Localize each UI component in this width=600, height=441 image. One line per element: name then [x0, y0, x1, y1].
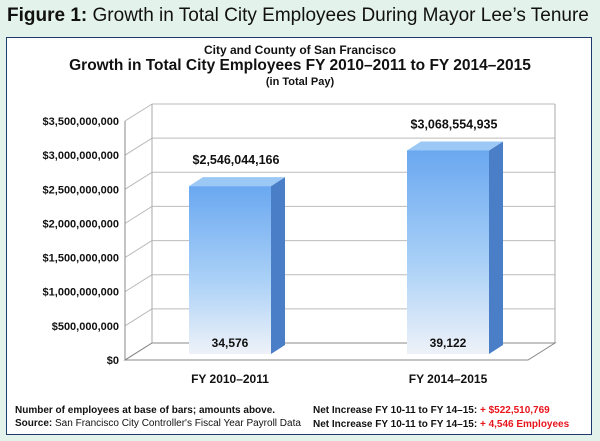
note-increase-pay: Net Increase FY 10-11 to FY 14–15: + $52…: [313, 405, 550, 416]
chart-title: Growth in Total City Employees FY 2010–2…: [69, 57, 531, 74]
figure-label: Figure 1:: [7, 5, 88, 26]
gridline-depth: [124, 103, 153, 122]
gridline-depth: [124, 171, 153, 190]
y-tick-label: $0: [107, 355, 119, 367]
y-tick-label: $3,500,000,000: [43, 116, 119, 128]
gridline-depth: [124, 308, 153, 327]
increase-employees-value: + 4,546 Employees: [479, 419, 570, 430]
x-tick-label: FY 2014–2015: [409, 372, 488, 386]
source-text: San Francisco City Controller's Fiscal Y…: [55, 418, 301, 429]
bar-value-label: $2,546,044,166: [193, 153, 280, 167]
gridline-depth: [124, 274, 153, 293]
bar-top: [189, 177, 285, 187]
bar: [189, 186, 271, 355]
chart-floor: [123, 342, 557, 361]
bar: [407, 150, 489, 355]
x-tick-label: FY 2010–2011: [191, 372, 269, 386]
y-tick-label: $2,500,000,000: [43, 184, 119, 196]
figure-title-text: Growth in Total City Employees During Ma…: [92, 5, 589, 26]
gridline-depth: [124, 206, 153, 224]
bar-employee-count: 34,576: [212, 336, 249, 350]
increase-employees-label: Net Increase FY 10-11 to FY 14–15:: [313, 419, 478, 430]
figure-title: Figure 1: Growth in Total City Employees…: [7, 5, 589, 27]
y-tick-label: $2,000,000,000: [43, 218, 119, 230]
y-tick-label: $3,000,000,000: [43, 150, 119, 162]
gridline-depth: [124, 137, 153, 156]
bar-employee-count: 39,122: [430, 336, 467, 350]
y-tick-label: $1,500,000,000: [43, 253, 119, 265]
note-employees-base: Number of employees at base of bars; amo…: [15, 405, 276, 416]
note-increase-employees: Net Increase FY 10-11 to FY 14–15: + 4,5…: [313, 419, 569, 430]
bar-top: [407, 141, 503, 151]
bar-side: [271, 177, 285, 355]
y-tick-label: $500,000,000: [52, 321, 119, 333]
y-tick-label: $1,000,000,000: [43, 287, 119, 299]
bar-side: [489, 141, 503, 355]
gridline-depth: [124, 240, 153, 258]
increase-pay-label: Net Increase FY 10-11 to FY 14–15:: [313, 405, 478, 416]
bar-value-label: $3,068,554,935: [411, 117, 498, 131]
note-source: Source: San Francisco City Controller's …: [15, 418, 301, 429]
chart-subtitle: (in Total Pay): [265, 76, 335, 88]
chart-supertitle: City and County of San Francisco: [203, 43, 397, 57]
increase-pay-value: + $522,510,769: [479, 405, 550, 416]
source-label: Source:: [15, 418, 53, 429]
